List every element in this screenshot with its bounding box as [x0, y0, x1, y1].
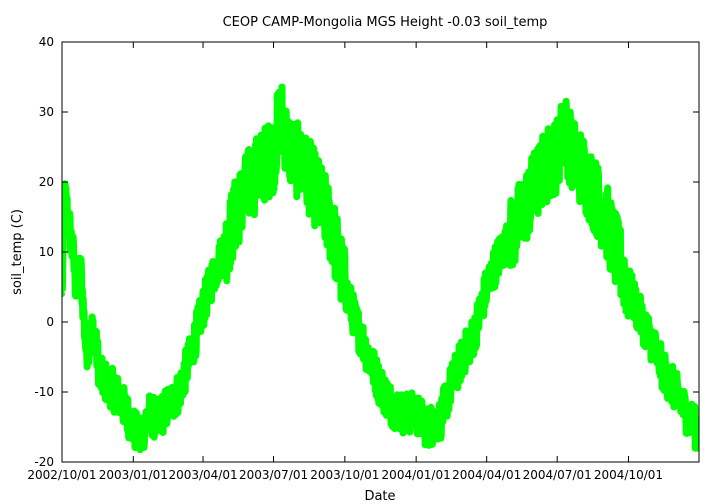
- data-point: [459, 354, 466, 360]
- data-point: [602, 214, 609, 220]
- data-point: [69, 249, 76, 255]
- x-tick-label: 2003/01/01: [99, 468, 168, 482]
- data-point: [424, 424, 430, 430]
- data-point: [130, 424, 137, 430]
- data-point: [176, 389, 182, 395]
- chart-title: CEOP CAMP-Mongolia MGS Height -0.03 soil…: [223, 15, 548, 30]
- data-point: [649, 340, 656, 346]
- data-point: [541, 165, 548, 171]
- y-tick-label: 40: [39, 35, 54, 49]
- data-point: [437, 417, 444, 423]
- data-point: [470, 333, 477, 339]
- data-point: [77, 263, 84, 269]
- x-tick-label: 2004/10/01: [594, 468, 663, 482]
- data-point: [66, 221, 72, 227]
- data-point: [137, 438, 144, 444]
- data-point: [210, 270, 217, 276]
- data-point: [154, 417, 161, 423]
- y-tick-label: 0: [46, 315, 54, 329]
- data-point: [660, 368, 667, 374]
- x-tick-label: 2003/04/01: [168, 468, 237, 482]
- data-point: [62, 291, 65, 297]
- data-point: [530, 186, 537, 192]
- data-point: [277, 109, 284, 115]
- data-point: [247, 179, 254, 185]
- data-point: [318, 200, 325, 206]
- data-point: [517, 214, 524, 220]
- data-point: [568, 151, 575, 157]
- x-axis-label: Date: [364, 489, 395, 504]
- data-point: [506, 235, 513, 241]
- data-point: [106, 382, 113, 388]
- data-point: [186, 354, 193, 360]
- y-axis-label: soil_temp (C): [10, 209, 25, 295]
- data-point: [145, 410, 151, 416]
- data-point: [270, 151, 277, 157]
- data-point: [117, 396, 124, 402]
- data-point: [341, 284, 348, 290]
- data-point: [696, 431, 699, 437]
- data-point: [483, 284, 490, 290]
- data-point: [365, 354, 372, 360]
- data-point: [234, 207, 241, 213]
- data-point: [258, 165, 265, 171]
- data-point: [165, 403, 172, 409]
- data-point: [636, 312, 643, 318]
- data-point: [376, 382, 383, 388]
- x-tick-label: 2004/07/01: [523, 468, 592, 482]
- data-point: [554, 151, 561, 157]
- data-point: [83, 347, 89, 353]
- data-point: [329, 228, 336, 234]
- data-point: [285, 144, 292, 150]
- x-tick-label: 2004/04/01: [452, 468, 521, 482]
- x-tick-label: 2003/10/01: [310, 468, 379, 482]
- data-point: [561, 123, 568, 129]
- data-point: [400, 410, 406, 416]
- y-tick-label: 30: [39, 105, 54, 119]
- data-point: [200, 305, 206, 311]
- data-point: [683, 410, 690, 416]
- y-tick-label: 10: [39, 245, 54, 259]
- data-point: [73, 291, 80, 297]
- data-point: [97, 375, 104, 381]
- y-tick-label: -20: [34, 455, 54, 469]
- data-point: [672, 389, 679, 395]
- data-point: [389, 403, 396, 409]
- y-tick-label: -10: [34, 385, 54, 399]
- data-point: [223, 242, 230, 248]
- data-point: [62, 193, 69, 199]
- data-point: [613, 249, 620, 255]
- series-line-soil-temp: [62, 83, 699, 454]
- x-tick-label: 2003/07/01: [239, 468, 308, 482]
- data-point: [494, 256, 501, 262]
- y-tick-label: 20: [39, 175, 54, 189]
- data-point: [625, 284, 632, 290]
- data-point: [448, 382, 454, 388]
- data-point: [90, 326, 96, 332]
- data-point: [352, 319, 359, 325]
- data-point: [578, 165, 585, 171]
- data-point: [294, 158, 301, 164]
- data-point: [589, 186, 596, 192]
- data-point: [413, 410, 420, 416]
- data-point: [305, 172, 312, 178]
- x-tick-label: 2004/01/01: [382, 468, 451, 482]
- x-tick-label: 2002/10/01: [27, 468, 96, 482]
- series-layer: [62, 83, 699, 454]
